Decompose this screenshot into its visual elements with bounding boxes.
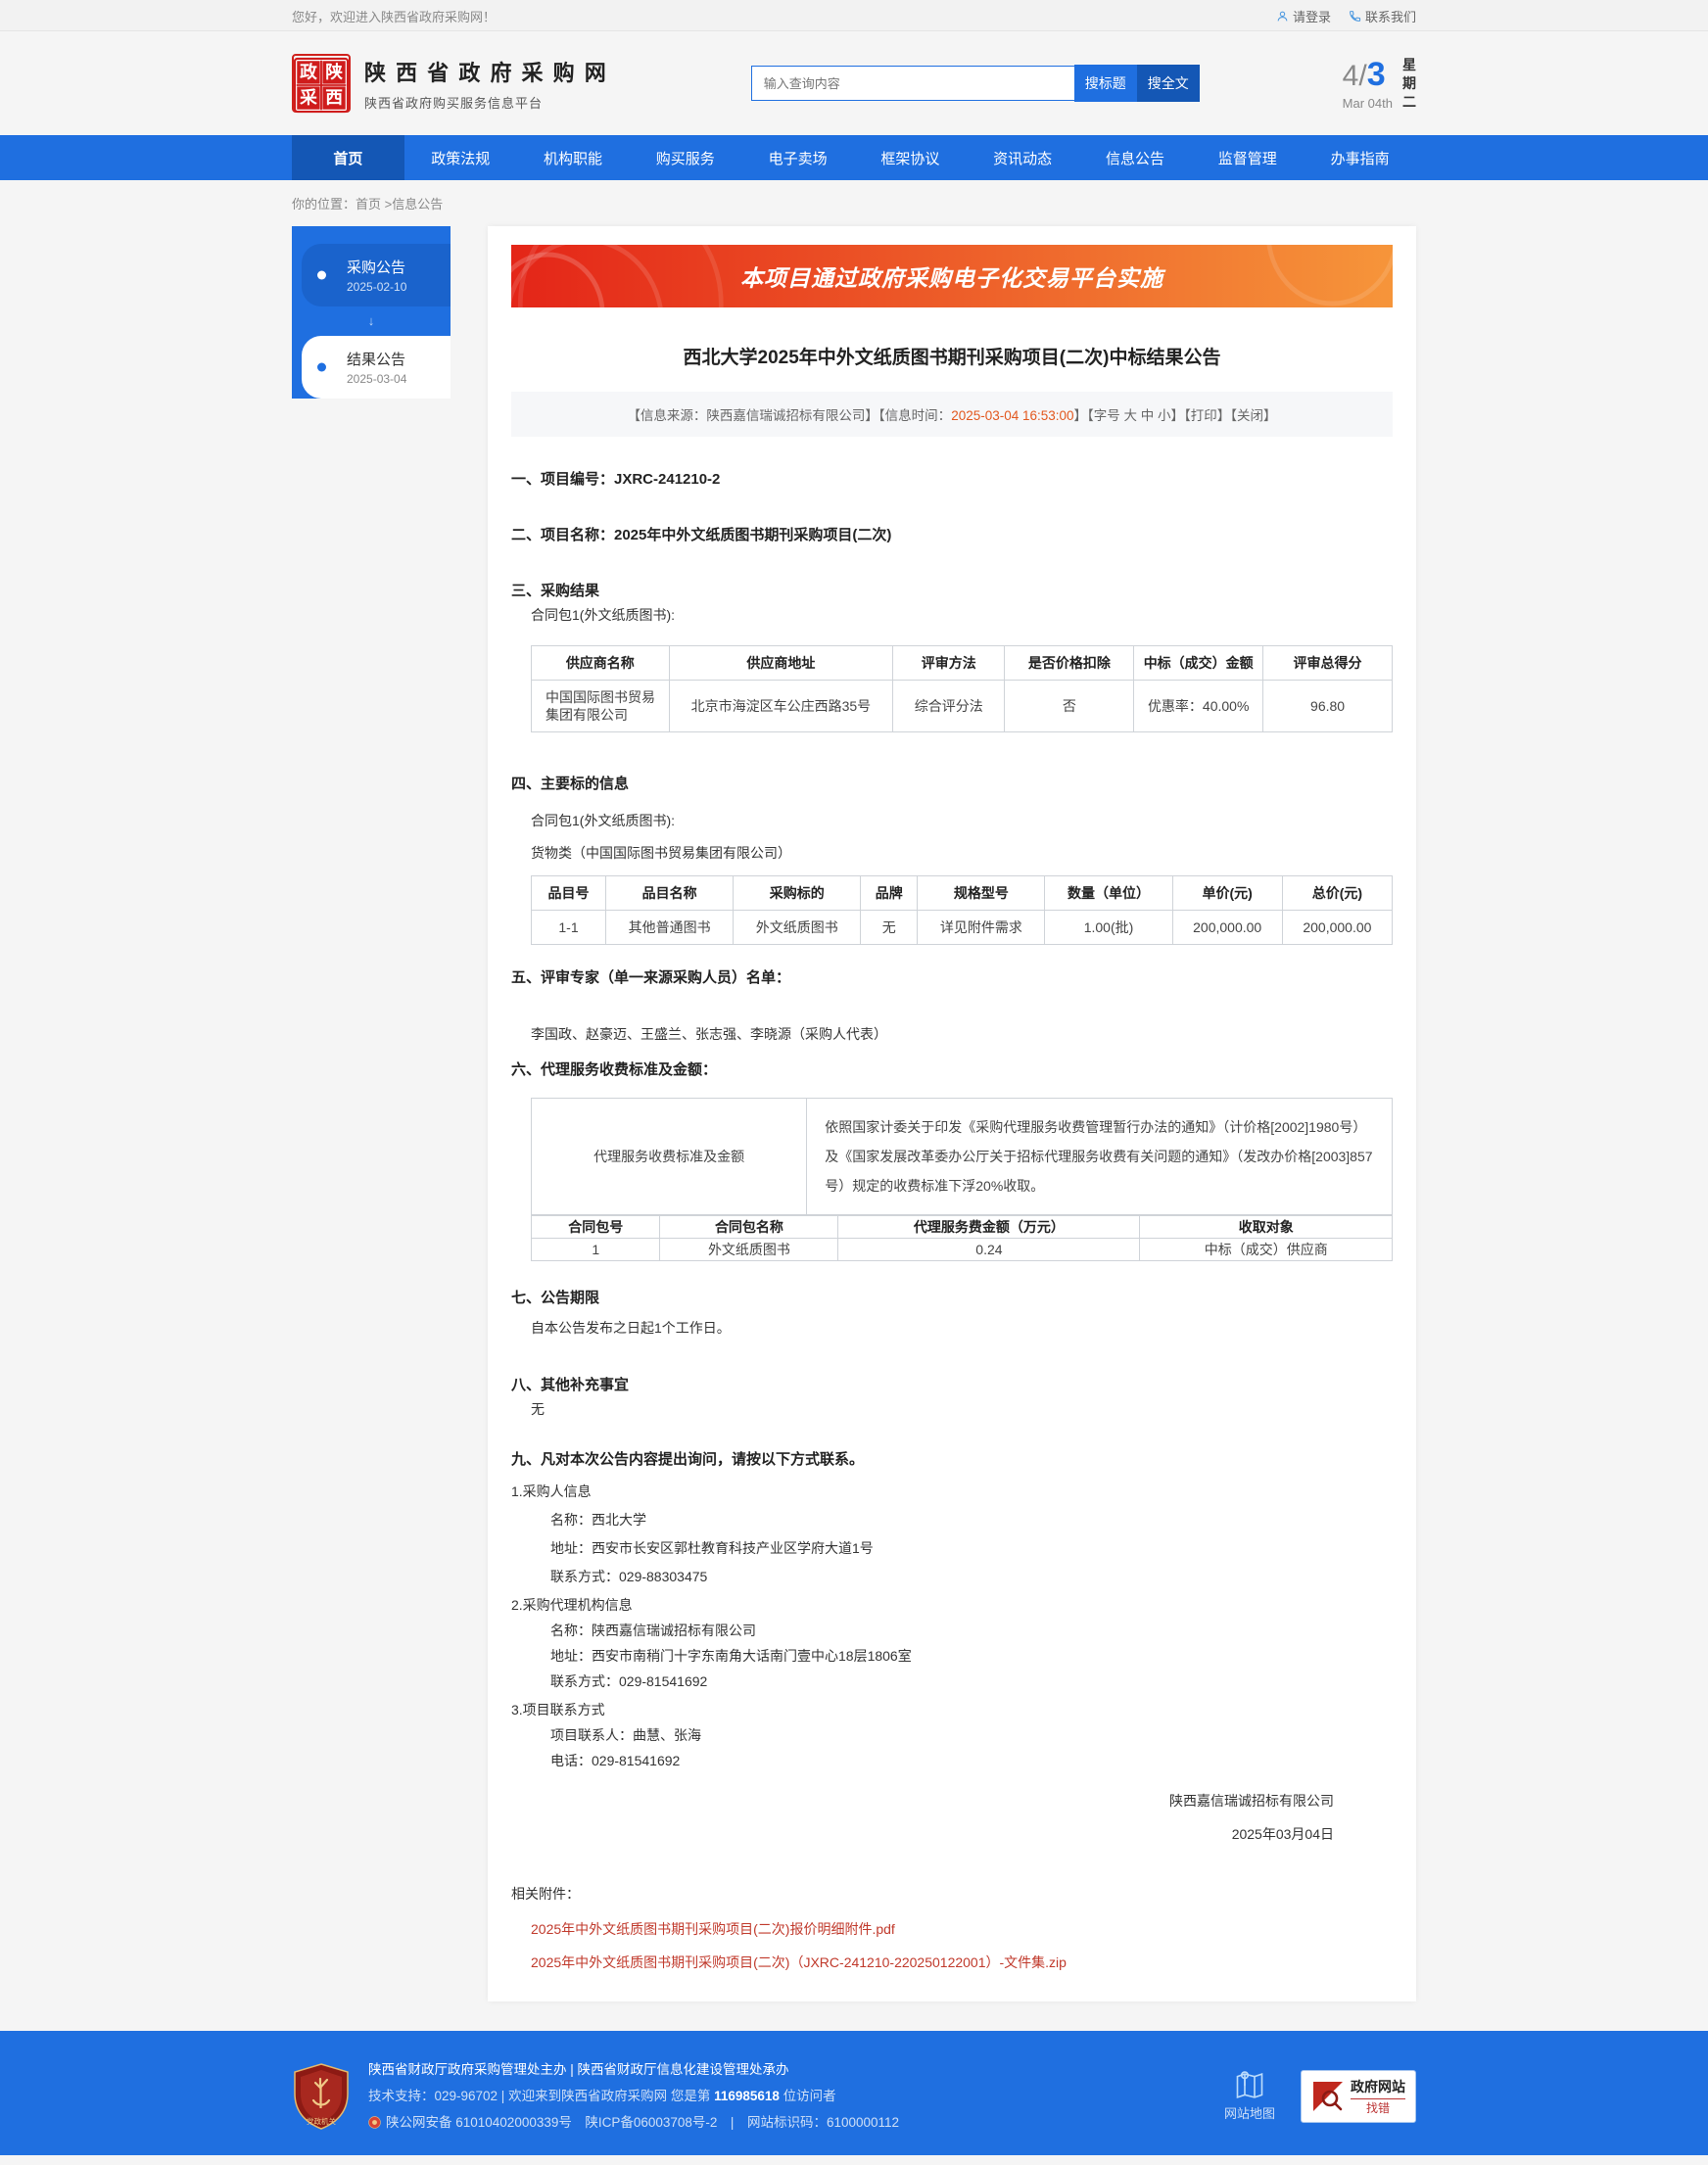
svg-text:西: 西 [325, 88, 343, 108]
svg-text:陕: 陕 [325, 62, 343, 82]
svg-text:政: 政 [300, 62, 317, 82]
svg-text:采: 采 [299, 88, 317, 108]
svg-text:党政机关: 党政机关 [307, 2116, 336, 2126]
